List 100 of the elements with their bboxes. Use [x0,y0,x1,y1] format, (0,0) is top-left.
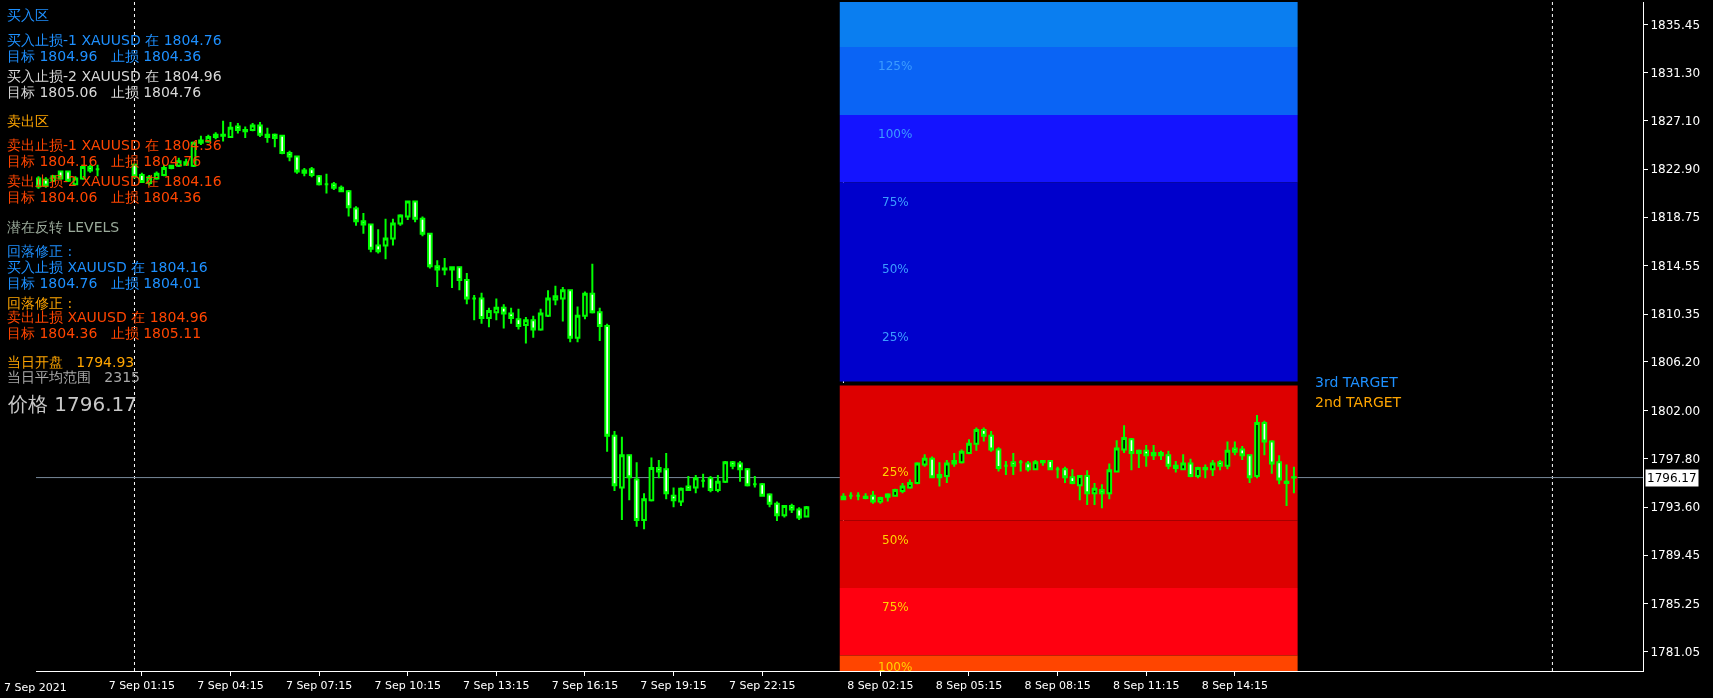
candlestick [855,491,862,502]
band-label: 75% [882,600,909,614]
annotation: 目标 1805.06 止损 1804.76 [7,84,202,100]
candlestick [921,453,928,468]
candlestick [574,305,581,344]
candlestick [441,257,448,277]
y-tick-label: 1822.90 [1650,162,1701,177]
candlestick [1165,449,1172,471]
band-label: 100% [878,127,913,141]
candlestick [286,149,293,163]
x-tick-label: 7 Sep 22:15 [728,679,796,693]
candlestick [966,438,972,456]
candlestick [862,492,869,501]
candlestick [870,490,876,505]
x-tick-label: 7 Sep 07:15 [285,679,353,693]
x-tick-label: 7 Sep 16:15 [551,679,619,693]
annotation: 2nd TARGET [1315,394,1402,410]
candlestick [345,189,352,218]
candlestick [1158,449,1164,461]
band-label: 25% [882,330,909,344]
annotation: 当日开盘 1794.93 [7,354,135,370]
annotation: 买入止损-1 XAUUSD 在 1804.76 [7,32,222,48]
text: 7 Sep 2021 [4,681,67,694]
candlestick [936,461,943,488]
candlestick [1150,443,1157,461]
x-tick-label: 7 Sep 10:15 [374,679,441,693]
band-label: 75% [882,195,909,209]
candlestick [670,486,677,509]
candlestick [397,213,404,227]
candlestick [1224,440,1231,471]
candlestick [227,120,234,140]
x-tick-label: 7 Sep 04:15 [197,679,264,693]
candlestick [1261,419,1268,457]
candlestick [729,461,736,471]
candlestick [737,460,743,483]
band-label: 25% [882,465,909,479]
y-tick-label: 1789.45 [1650,548,1701,563]
candlestick [648,456,655,503]
candlestick [294,154,300,175]
candlestick [973,426,980,452]
candlestick [257,120,263,138]
x-tick-label: 7 Sep 01:15 [108,679,176,693]
candlestick [463,272,470,306]
candlestick [589,262,596,315]
candlestick [1069,468,1076,486]
candlestick [700,472,706,489]
candlestick [301,167,308,178]
candlestick [1091,481,1098,506]
candlestick [456,265,463,292]
y-tick-label: 1793.60 [1650,500,1701,515]
candlestick [449,266,455,290]
annotation: 目标 1804.76 止损 1804.01 [7,275,202,291]
annotation: 卖出止损 XAUUSD 在 1804.96 [7,309,208,325]
y-tick-label: 1814.55 [1650,258,1701,273]
x-tick-label: 8 Sep 11:15 [1113,679,1180,693]
annotation: 目标 1804.36 止损 1805.11 [7,325,202,341]
candlestick [774,500,780,523]
band-label: 100% [878,660,913,674]
candlestick [692,473,699,495]
ref-line-label: 1796.17 [1647,471,1697,485]
candlestick [249,122,256,133]
candlestick [1195,465,1201,480]
candlestick [545,289,551,318]
candlestick [486,306,492,329]
annotation: 回落修正 : [7,243,73,259]
x-tick-label: 8 Sep 08:15 [1024,679,1091,693]
band-label: 50% [882,262,909,276]
y-tick-label: 1806.20 [1650,355,1701,370]
y-tick-label: 1827.10 [1650,114,1701,129]
candlestick [995,446,1002,473]
candlestick [633,461,640,528]
candlestick [759,481,766,498]
annotation: 买入止损-2 XAUUSD 在 1804.96 [7,68,222,84]
y-tick-label: 1810.35 [1650,307,1701,322]
annotation: 价格 1796.17 [7,392,138,416]
y-tick-label: 1831.30 [1650,65,1701,80]
y-tick-label: 1802.00 [1650,403,1701,418]
candlestick [515,307,522,331]
annotation: 3rd TARGET [1315,374,1399,390]
candlestick [1128,437,1135,472]
candlestick [582,290,588,321]
candlestick [360,212,367,235]
x-tick-label: 8 Sep 14:15 [1201,679,1269,693]
candlestick [537,307,544,332]
candlestick [1187,457,1194,479]
y-tick-label: 1785.25 [1650,596,1701,611]
annotation: 目标 1804.96 止损 1804.36 [7,48,202,64]
candlestick [264,126,271,144]
candlestick [899,481,906,495]
candlestick [929,455,935,480]
candlestick [1025,460,1031,473]
x-tick-label: 8 Sep 02:15 [847,679,914,693]
band-label: 125% [878,59,913,73]
candlestick [390,217,396,247]
x-tick-label: 7 Sep 13:15 [463,679,530,693]
annotation: 当日平均范围 2315 [7,369,140,385]
candlestick [1254,413,1260,480]
candlestick [766,492,773,509]
candlestick [1054,465,1061,480]
candlestick [611,430,618,493]
